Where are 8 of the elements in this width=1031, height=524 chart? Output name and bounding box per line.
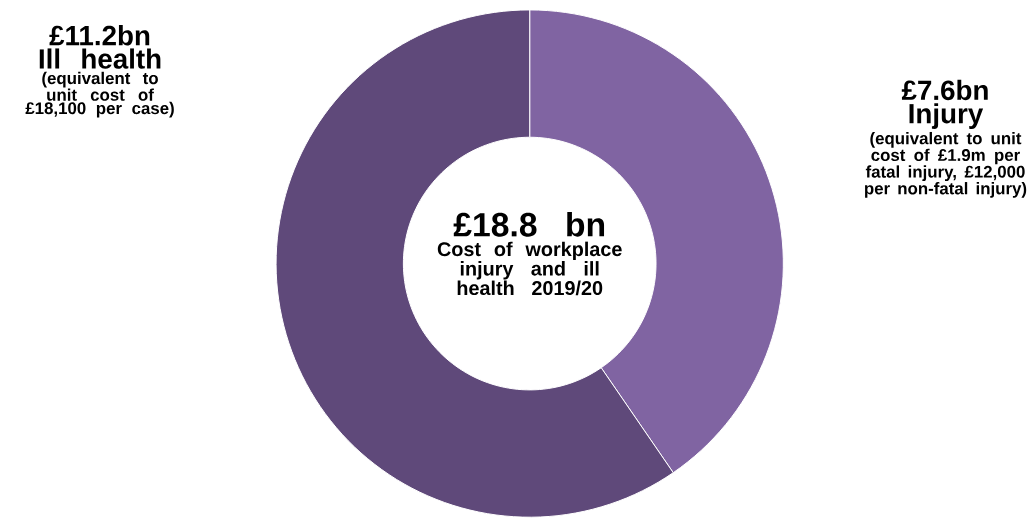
text: £18.8 bn: [453, 211, 605, 237]
text: Cost of workplace injury and ill health 2019/20: [437, 241, 622, 296]
text: (equivalent to unit cost of £1.9m per fatal injury, £12,000 per non-fatal injury): [865, 131, 1027, 198]
text: (equivalent to unit cost of £18,100 per case): [25, 71, 174, 118]
data-label: £7.6bn: [901, 79, 988, 101]
data-label: £11.2bn: [49, 24, 150, 46]
slice-label: Ill health: [39, 48, 161, 69]
slice-label: Injury: [909, 103, 984, 129]
